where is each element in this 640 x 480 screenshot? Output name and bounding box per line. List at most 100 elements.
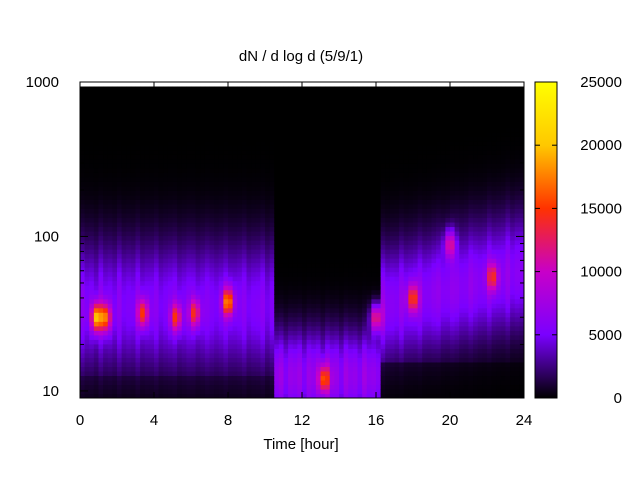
heatmap-cell — [223, 86, 229, 92]
heatmap-cell — [130, 352, 137, 358]
heatmap-cell — [93, 307, 100, 313]
heatmap-cell — [191, 217, 197, 223]
heatmap-cell — [126, 267, 132, 273]
heatmap-cell — [223, 208, 229, 214]
heatmap-cell — [315, 145, 322, 151]
heatmap-cell — [260, 258, 266, 264]
heatmap-cell — [251, 352, 257, 358]
heatmap-cell — [191, 118, 197, 124]
heatmap-cell — [80, 109, 86, 115]
heatmap-cell — [228, 244, 234, 250]
heatmap-cell — [329, 221, 335, 228]
heatmap-cell — [130, 221, 137, 228]
heatmap-cell — [315, 352, 322, 358]
heatmap-cell — [112, 158, 118, 164]
heatmap-cell — [320, 339, 326, 345]
heatmap-cell — [306, 357, 312, 363]
heatmap-cell — [93, 388, 100, 395]
heatmap-cell — [329, 370, 335, 377]
heatmap-cell — [163, 149, 169, 155]
heatmap-cell — [117, 379, 123, 386]
heatmap-cell — [154, 361, 160, 367]
heatmap-cell — [89, 258, 95, 264]
heatmap-cell — [84, 276, 90, 282]
heatmap-cell — [112, 375, 118, 381]
heatmap-cell — [362, 145, 368, 151]
heatmap-cell — [343, 370, 349, 377]
heatmap-cell — [302, 361, 308, 367]
heatmap-cell — [149, 357, 155, 363]
heatmap-cell — [320, 343, 326, 349]
heatmap-cell — [251, 330, 257, 336]
heatmap-cell — [362, 181, 368, 187]
heatmap-cell — [329, 334, 335, 340]
heatmap-cell — [288, 145, 294, 151]
heatmap-cell — [232, 122, 238, 128]
heatmap-cell — [237, 325, 243, 331]
heatmap-cell — [306, 294, 312, 300]
heatmap-cell — [394, 393, 400, 398]
heatmap-cell — [269, 339, 275, 345]
heatmap-cell — [371, 294, 377, 300]
heatmap-cell — [297, 194, 303, 200]
heatmap-cell — [167, 244, 174, 250]
heatmap-cell — [352, 294, 359, 300]
heatmap-cell — [228, 339, 234, 345]
heatmap-cell — [241, 285, 248, 291]
heatmap-cell — [274, 118, 280, 124]
heatmap-cell — [107, 172, 113, 178]
heatmap-cell — [218, 312, 224, 318]
heatmap-cell — [255, 136, 261, 142]
heatmap-cell — [320, 267, 326, 273]
heatmap-cell — [135, 348, 141, 354]
heatmap-cell — [191, 176, 197, 182]
heatmap-cell — [93, 100, 100, 106]
heatmap-cell — [154, 325, 160, 331]
heatmap-cell — [232, 357, 238, 363]
heatmap-cell — [288, 267, 294, 273]
heatmap-cell — [117, 370, 123, 377]
heatmap-cell — [292, 185, 298, 191]
heatmap-cell — [80, 217, 86, 223]
heatmap-cell — [93, 221, 100, 228]
heatmap-cell — [311, 158, 317, 164]
heatmap-cell — [223, 149, 229, 155]
heatmap-cell — [93, 208, 100, 214]
heatmap-cell — [408, 375, 414, 381]
heatmap-cell — [371, 226, 377, 232]
heatmap-cell — [80, 158, 86, 164]
heatmap-cell — [181, 199, 187, 205]
heatmap-cell — [154, 312, 160, 318]
heatmap-cell — [214, 267, 220, 273]
heatmap-cell — [357, 348, 363, 354]
heatmap-cell — [140, 131, 146, 137]
heatmap-cell — [306, 212, 312, 219]
heatmap-cell — [154, 280, 160, 286]
heatmap-cell — [260, 91, 266, 97]
heatmap-cell — [306, 366, 312, 372]
heatmap-cell — [366, 285, 372, 291]
heatmap-cell — [241, 375, 248, 381]
heatmap-cell — [251, 361, 257, 367]
heatmap-cell — [126, 393, 132, 398]
heatmap-cell — [385, 91, 391, 97]
heatmap-cell — [297, 289, 303, 295]
heatmap-cell — [320, 104, 326, 110]
heatmap-cell — [237, 217, 243, 223]
heatmap-cell — [98, 276, 104, 282]
heatmap-cell — [209, 131, 215, 137]
heatmap-cell — [348, 185, 354, 191]
heatmap-cell — [348, 163, 354, 169]
heatmap-cell — [167, 240, 174, 246]
heatmap-cell — [315, 285, 322, 291]
heatmap-cell — [80, 199, 86, 205]
heatmap-cell — [394, 199, 400, 205]
heatmap-cell — [306, 325, 312, 331]
heatmap-cell — [389, 280, 396, 286]
heatmap-cell — [357, 109, 363, 115]
heatmap-cell — [288, 258, 294, 264]
heatmap-cell — [348, 393, 354, 398]
heatmap-cell — [126, 109, 132, 115]
heatmap-cell — [325, 253, 331, 259]
heatmap-cell — [117, 384, 123, 390]
